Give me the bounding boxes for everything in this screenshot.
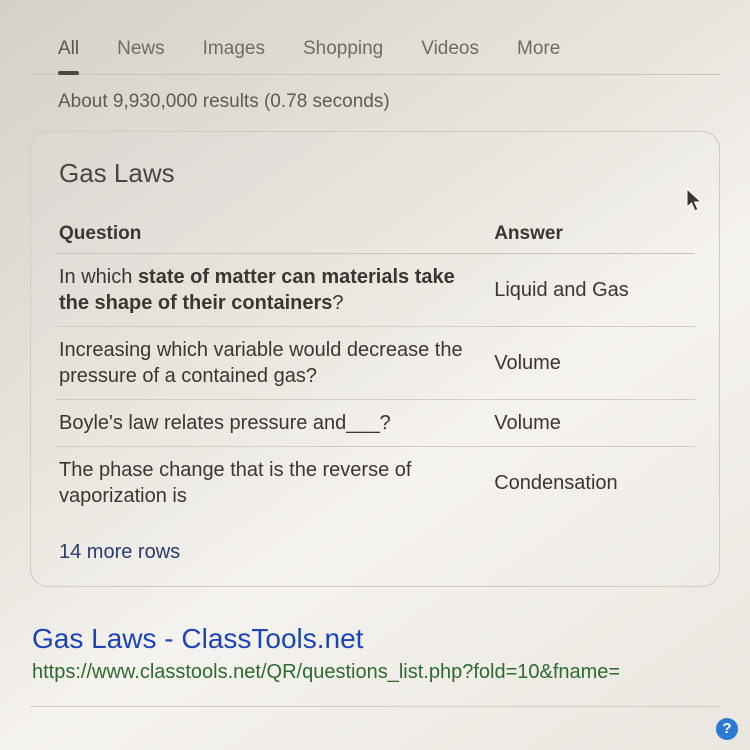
question-cell: The phase change that is the reverse of … bbox=[55, 447, 490, 520]
result-stats: About 9,930,000 results (0.78 seconds) bbox=[30, 75, 720, 131]
question-cell: Increasing which variable would decrease… bbox=[55, 327, 490, 400]
table-row: Increasing which variable would decrease… bbox=[55, 327, 695, 400]
tab-shopping[interactable]: Shopping bbox=[303, 38, 383, 74]
featured-snippet: Gas Laws Question Answer In which state … bbox=[30, 131, 720, 587]
col-question: Question bbox=[55, 217, 490, 254]
divider bbox=[30, 706, 720, 707]
question-cell: In which state of matter can materials t… bbox=[55, 254, 490, 327]
snippet-title: Gas Laws bbox=[55, 158, 695, 189]
answer-cell: Volume bbox=[490, 327, 695, 400]
help-icon[interactable]: ? bbox=[716, 718, 738, 740]
search-tabs: All News Images Shopping Videos More bbox=[30, 0, 720, 75]
more-rows-link[interactable]: 14 more rows bbox=[55, 541, 695, 564]
tab-more[interactable]: More bbox=[517, 38, 560, 74]
tab-images[interactable]: Images bbox=[203, 38, 265, 74]
table-row: In which state of matter can materials t… bbox=[55, 254, 695, 327]
answer-cell: Liquid and Gas bbox=[490, 254, 695, 327]
result-title-link[interactable]: Gas Laws - ClassTools.net bbox=[32, 623, 720, 655]
answer-cell: Volume bbox=[490, 400, 695, 447]
qa-table: Question Answer In which state of matter… bbox=[55, 217, 695, 519]
tab-all[interactable]: All bbox=[58, 38, 79, 74]
table-row: Boyle's law relates pressure and___? Vol… bbox=[55, 400, 695, 447]
search-results-page: All News Images Shopping Videos More Abo… bbox=[0, 0, 750, 707]
tab-videos[interactable]: Videos bbox=[421, 38, 479, 74]
table-row: The phase change that is the reverse of … bbox=[55, 447, 695, 520]
col-answer: Answer bbox=[490, 217, 695, 254]
search-result: Gas Laws - ClassTools.net https://www.cl… bbox=[30, 623, 720, 684]
tab-news[interactable]: News bbox=[117, 38, 165, 74]
result-url: https://www.classtools.net/QR/questions_… bbox=[32, 661, 720, 684]
question-cell: Boyle's law relates pressure and___? bbox=[55, 400, 490, 447]
answer-cell: Condensation bbox=[490, 447, 695, 520]
